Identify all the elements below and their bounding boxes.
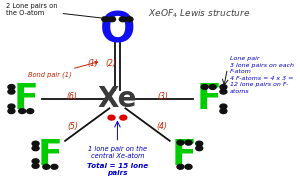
Text: Lone pair
3 lone pairs on each
F-atom
4 F-atoms = 4 x 3 =
12 lone pairs on F-
at: Lone pair 3 lone pairs on each F-atom 4 …: [230, 56, 294, 94]
Circle shape: [177, 164, 184, 169]
Text: O: O: [100, 9, 135, 51]
Text: Total = 15 lone
pairs: Total = 15 lone pairs: [87, 163, 148, 176]
Text: (3): (3): [158, 92, 169, 101]
Text: 2 Lone pairs on
the O-atom: 2 Lone pairs on the O-atom: [6, 4, 106, 19]
Circle shape: [19, 109, 26, 114]
Text: F: F: [14, 82, 39, 116]
Circle shape: [8, 104, 15, 109]
Circle shape: [119, 17, 126, 22]
Circle shape: [177, 140, 184, 145]
Circle shape: [220, 89, 227, 94]
Text: (2): (2): [105, 59, 116, 68]
Circle shape: [209, 85, 216, 89]
Circle shape: [120, 115, 127, 120]
Circle shape: [220, 85, 227, 89]
Text: F: F: [38, 138, 63, 172]
Text: 1 lone pair on the
central Xe-atom: 1 lone pair on the central Xe-atom: [88, 145, 147, 159]
Circle shape: [27, 109, 34, 114]
Circle shape: [220, 104, 227, 109]
Text: Xe: Xe: [98, 85, 137, 113]
Circle shape: [51, 164, 58, 169]
Circle shape: [32, 141, 39, 146]
Circle shape: [196, 146, 203, 151]
Circle shape: [32, 146, 39, 151]
Circle shape: [185, 164, 192, 169]
Circle shape: [185, 140, 192, 145]
Circle shape: [108, 115, 115, 120]
Circle shape: [32, 159, 39, 164]
Circle shape: [201, 85, 208, 89]
Circle shape: [8, 109, 15, 114]
Text: (6): (6): [66, 92, 77, 101]
Circle shape: [43, 164, 50, 169]
Circle shape: [220, 109, 227, 114]
Circle shape: [126, 17, 133, 22]
Text: (1): (1): [88, 59, 99, 68]
Text: (5): (5): [68, 122, 79, 131]
Text: F: F: [196, 82, 221, 116]
Text: Bond pair (1): Bond pair (1): [28, 61, 98, 78]
Circle shape: [32, 163, 39, 168]
Text: F: F: [172, 138, 197, 172]
Circle shape: [8, 89, 15, 94]
Circle shape: [196, 141, 203, 146]
Text: (4): (4): [156, 122, 167, 131]
Circle shape: [109, 17, 116, 22]
Circle shape: [102, 17, 109, 22]
Text: XeOF$_4$ Lewis structure: XeOF$_4$ Lewis structure: [148, 7, 250, 20]
Circle shape: [8, 85, 15, 89]
